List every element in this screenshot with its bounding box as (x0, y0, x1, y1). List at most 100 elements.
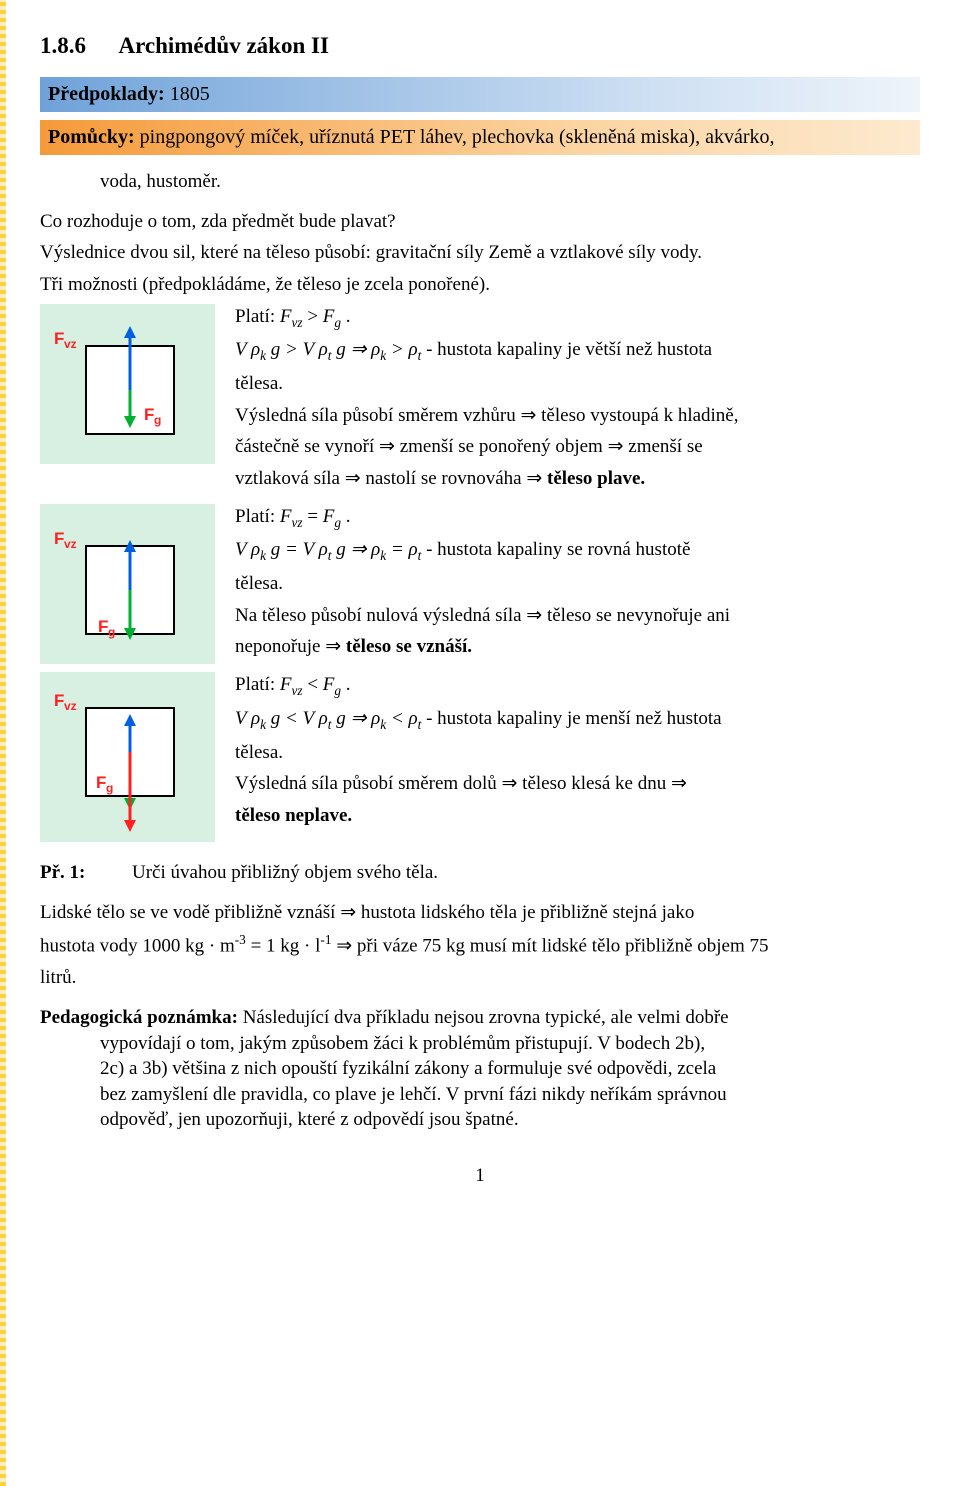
case3-eq-k2: k (380, 717, 386, 732)
case3-eq-Vrho: V ρ (235, 708, 260, 729)
tools-value: pingpongový míček, uříznutá PET láhev, p… (140, 126, 775, 148)
case2-eq-impl: g ⇒ ρ (336, 539, 380, 560)
svg-text:vz: vz (64, 337, 77, 351)
svg-text:F: F (54, 329, 64, 348)
note-l5: odpověď, jen upozorňuji, které z odpověd… (100, 1107, 920, 1133)
svg-text:vz: vz (64, 537, 77, 551)
case2-result-2b: těleso se vznáší. (346, 636, 472, 657)
case2-Fvz-F: F (280, 506, 292, 527)
svg-text:vz: vz (64, 699, 77, 713)
case1-Fg-F: F (323, 306, 335, 327)
body-line1: Lidské tělo se ve vodě přibližně vznáší … (40, 900, 920, 926)
case2-eq-eqrho: = ρ (391, 539, 418, 560)
case3-eq-impl: g ⇒ ρ (336, 708, 380, 729)
case2-diagram: F vz F g (40, 504, 215, 664)
case2-period: . (346, 506, 351, 527)
case2-telesa: tělesa. (235, 571, 920, 597)
case1-gt: > (307, 306, 322, 327)
case1-result-1: Výsledná síla působí směrem vzhůru ⇒ těl… (235, 403, 920, 429)
case2-Fvz-sub: vz (291, 514, 302, 529)
svg-text:g: g (108, 625, 115, 639)
svg-text:F: F (54, 529, 64, 548)
body2c: = 1 kg · l (251, 936, 321, 957)
case3-Fg-F: F (323, 674, 335, 695)
case1-eq-t2: t (418, 348, 422, 363)
case3-eq-ltrho: < ρ (391, 708, 418, 729)
svg-text:F: F (98, 617, 108, 636)
case3-lt: < (307, 674, 322, 695)
case2-Fg-sub: g (334, 514, 341, 529)
ex1-label: Př. 1: (40, 860, 132, 886)
case1-platí: Platí: (235, 306, 280, 327)
case3-eq-explain: - hustota kapaliny je menší než hustota (426, 708, 721, 729)
case1-result-3b: těleso plave. (547, 468, 645, 489)
case3-Fvz-sub: vz (291, 683, 302, 698)
case2-eq-gVrho: g = V ρ (271, 539, 328, 560)
section-heading: Archimédův zákon II (118, 33, 328, 58)
exercise-1: Př. 1: Urči úvahou přibližný objem svého… (40, 860, 920, 886)
case3-telesa: tělesa. (235, 740, 920, 766)
case3-platí: Platí: (235, 674, 280, 695)
case3-Fvz-F: F (280, 674, 292, 695)
case1-Fvz-sub: vz (291, 314, 302, 329)
page-number: 1 (40, 1163, 920, 1189)
case2-eq: = (307, 506, 322, 527)
case3-eq-gVrho: g < V ρ (271, 708, 328, 729)
tools-continuation: voda, hustoměr. (40, 169, 920, 195)
case3-Fg-sub: g (334, 683, 341, 698)
case1-result-2: částečně se vynoří ⇒ zmenší se ponořený … (235, 434, 920, 460)
body2a: hustota vody 1000 kg · m (40, 936, 235, 957)
case2-eq-Vrho: V ρ (235, 539, 260, 560)
case2-eq-t2: t (418, 548, 422, 563)
case3-row: F vz F g Platí: Fvz < Fg . V ρk g < V ρt… (40, 672, 920, 842)
body-line2: hustota vody 1000 kg · m-3 = 1 kg · l-1 … (40, 931, 920, 959)
case1-eq-t1: t (328, 348, 332, 363)
svg-text:g: g (154, 413, 161, 427)
main-question: Co rozhoduje o tom, zda předmět bude pla… (40, 209, 920, 235)
case1-diagram: F vz F g (40, 304, 215, 464)
case2-platí: Platí: (235, 506, 280, 527)
case3-diagram: F vz F g (40, 672, 215, 842)
note-label: Pedagogická poznámka: (40, 1007, 238, 1028)
case3-eq-t1: t (328, 717, 332, 732)
note-l3: 2c) a 3b) většina z nich opouští fyzikál… (100, 1056, 920, 1082)
case3-text: Platí: Fvz < Fg . V ρk g < V ρt g ⇒ ρk <… (235, 672, 920, 834)
case1-eq-k1: k (260, 348, 266, 363)
ex1-text: Urči úvahou přibližný objem svého těla. (132, 860, 438, 886)
note-l4: bez zamyšlení dle pravidla, co plave je … (100, 1082, 920, 1108)
case3-result-1: Výsledná síla působí směrem dolů ⇒ těles… (235, 771, 920, 797)
intro-forces: Výslednice dvou sil, které na těleso půs… (40, 240, 920, 266)
case2-row: F vz F g Platí: Fvz = Fg . V ρk g = V ρt… (40, 504, 920, 666)
tools-bar: Pomůcky: pingpongový míček, uříznutá PET… (40, 120, 920, 155)
case1-period: . (346, 306, 351, 327)
case2-eq-t1: t (328, 548, 332, 563)
case3-result-2: těleso neplave. (235, 803, 920, 829)
note-first: Následující dva příkladu nejsou zrovna t… (243, 1007, 729, 1028)
prerequisites-bar: Předpoklady: 1805 (40, 77, 920, 112)
case3-period: . (346, 674, 351, 695)
body2b: -3 (235, 932, 246, 947)
body2d: -1 (320, 932, 331, 947)
case2-eq-explain: - hustota kapaliny se rovná hustotě (426, 539, 690, 560)
case2-text: Platí: Fvz = Fg . V ρk g = V ρt g ⇒ ρk =… (235, 504, 920, 666)
body-line3: litrů. (40, 965, 920, 991)
case3-eq-k1: k (260, 717, 266, 732)
prereq-label: Předpoklady: (48, 83, 165, 105)
case1-Fvz-F: F (280, 306, 292, 327)
case2-result-1: Na těleso působí nulová výsledná síla ⇒ … (235, 603, 920, 629)
case2-eq-k1: k (260, 548, 266, 563)
pedagogical-note: Pedagogická poznámka: Následující dva př… (40, 1005, 920, 1133)
case2-Fg-F: F (323, 506, 335, 527)
case1-eq-Vrho: V ρ (235, 339, 260, 360)
case1-Fg-sub: g (334, 314, 341, 329)
case1-row: F vz F g Platí: Fvz > Fg . V ρk g > V ρt… (40, 304, 920, 498)
case1-eq-impl: g ⇒ ρ (336, 339, 380, 360)
tools-label: Pomůcky: (48, 126, 135, 148)
case1-text: Platí: Fvz > Fg . V ρk g > V ρt g ⇒ ρk >… (235, 304, 920, 498)
intro-three-cases: Tři možnosti (předpokládáme, že těleso j… (40, 272, 920, 298)
body2e: ⇒ při váze 75 kg musí mít lidské tělo př… (336, 936, 768, 957)
section-number: 1.8.6 (40, 33, 114, 58)
case1-eq-gtrho: > ρ (391, 339, 418, 360)
case3-eq-t2: t (418, 717, 422, 732)
case1-eq-k2: k (380, 348, 386, 363)
